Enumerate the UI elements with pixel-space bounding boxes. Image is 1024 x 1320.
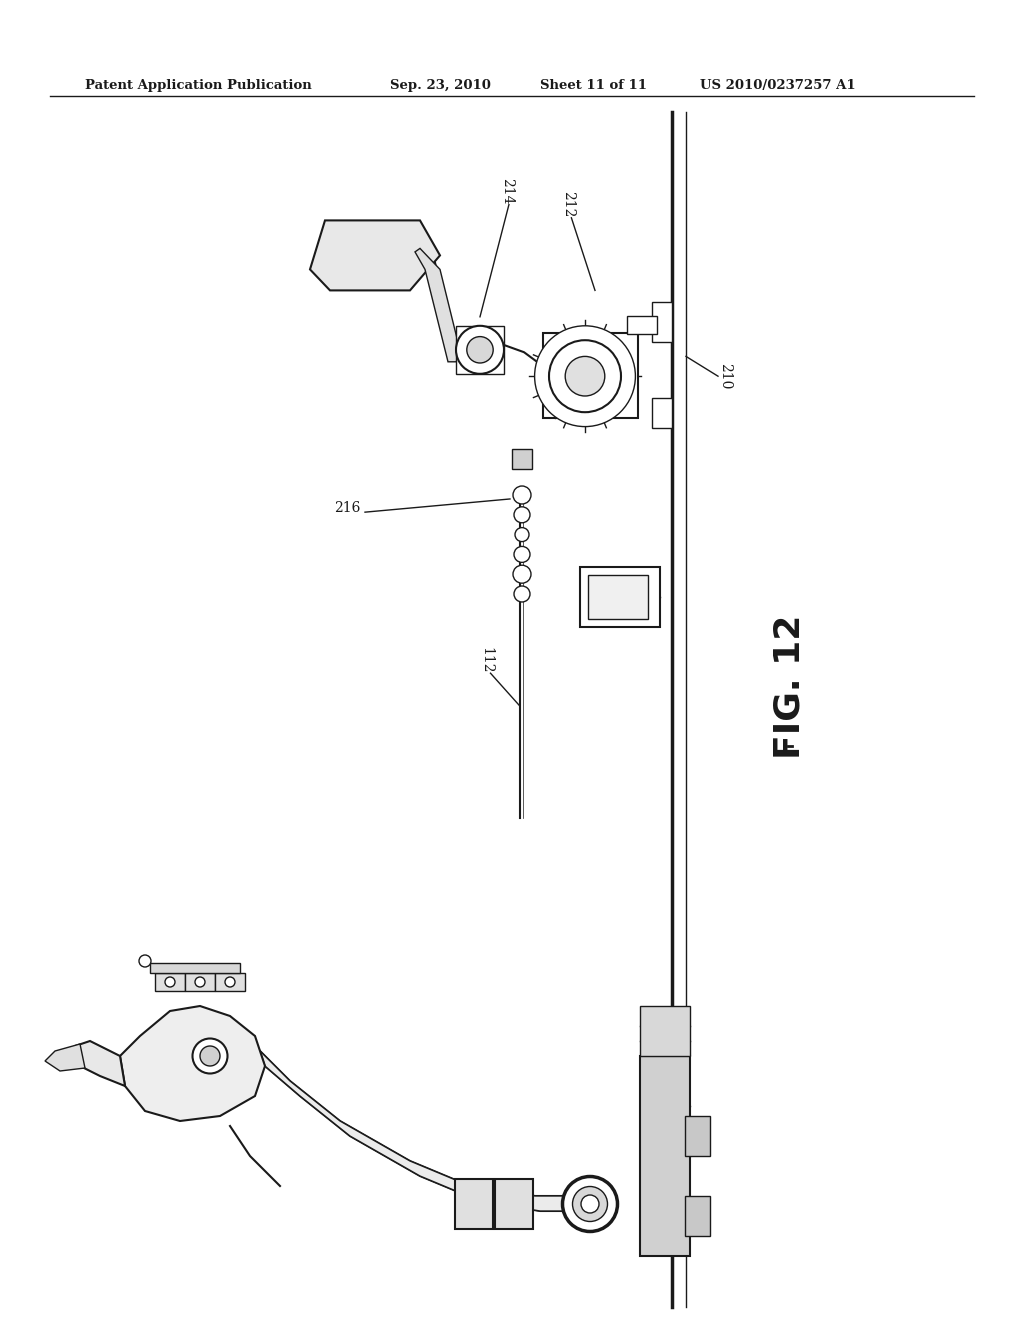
Ellipse shape <box>514 586 530 602</box>
Ellipse shape <box>139 954 151 968</box>
Bar <box>652 399 672 428</box>
Text: 212: 212 <box>561 191 575 218</box>
Bar <box>580 568 660 627</box>
Ellipse shape <box>565 356 605 396</box>
Ellipse shape <box>515 528 529 541</box>
Ellipse shape <box>513 486 531 504</box>
Bar <box>512 449 532 469</box>
Ellipse shape <box>572 1187 607 1221</box>
Text: Sheet 11 of 11: Sheet 11 of 11 <box>540 79 647 92</box>
Bar <box>685 1115 710 1156</box>
Ellipse shape <box>193 1039 227 1073</box>
Polygon shape <box>310 220 440 290</box>
Polygon shape <box>45 1044 85 1071</box>
Bar <box>543 333 638 418</box>
Bar <box>185 973 215 991</box>
Polygon shape <box>260 1051 590 1210</box>
Bar <box>652 302 672 342</box>
Ellipse shape <box>225 977 234 987</box>
Ellipse shape <box>165 977 175 987</box>
Bar <box>627 317 657 334</box>
Bar <box>150 964 240 973</box>
Bar <box>495 1179 534 1229</box>
Bar <box>685 1196 710 1236</box>
Polygon shape <box>640 1006 690 1056</box>
Text: US 2010/0237257 A1: US 2010/0237257 A1 <box>700 79 856 92</box>
Ellipse shape <box>195 977 205 987</box>
Ellipse shape <box>513 565 531 583</box>
Bar <box>455 1179 493 1229</box>
Text: Patent Application Publication: Patent Application Publication <box>85 79 311 92</box>
Text: 112: 112 <box>479 647 494 673</box>
Polygon shape <box>415 248 461 362</box>
Bar <box>155 973 185 991</box>
Ellipse shape <box>456 326 504 374</box>
Ellipse shape <box>549 341 621 412</box>
Text: 210: 210 <box>718 363 732 389</box>
Ellipse shape <box>562 1176 617 1232</box>
Bar <box>456 326 504 374</box>
Ellipse shape <box>581 1195 599 1213</box>
Ellipse shape <box>535 326 636 426</box>
Bar <box>588 576 648 619</box>
Ellipse shape <box>467 337 494 363</box>
Ellipse shape <box>200 1045 220 1067</box>
Polygon shape <box>75 1041 125 1086</box>
Text: FIG. 12: FIG. 12 <box>773 614 807 759</box>
Text: Sep. 23, 2010: Sep. 23, 2010 <box>390 79 490 92</box>
Ellipse shape <box>514 507 530 523</box>
Ellipse shape <box>514 546 530 562</box>
Bar <box>215 973 245 991</box>
Polygon shape <box>120 1006 265 1121</box>
Text: 216: 216 <box>334 502 360 515</box>
Bar <box>640 1056 690 1257</box>
Text: 214: 214 <box>500 178 514 205</box>
